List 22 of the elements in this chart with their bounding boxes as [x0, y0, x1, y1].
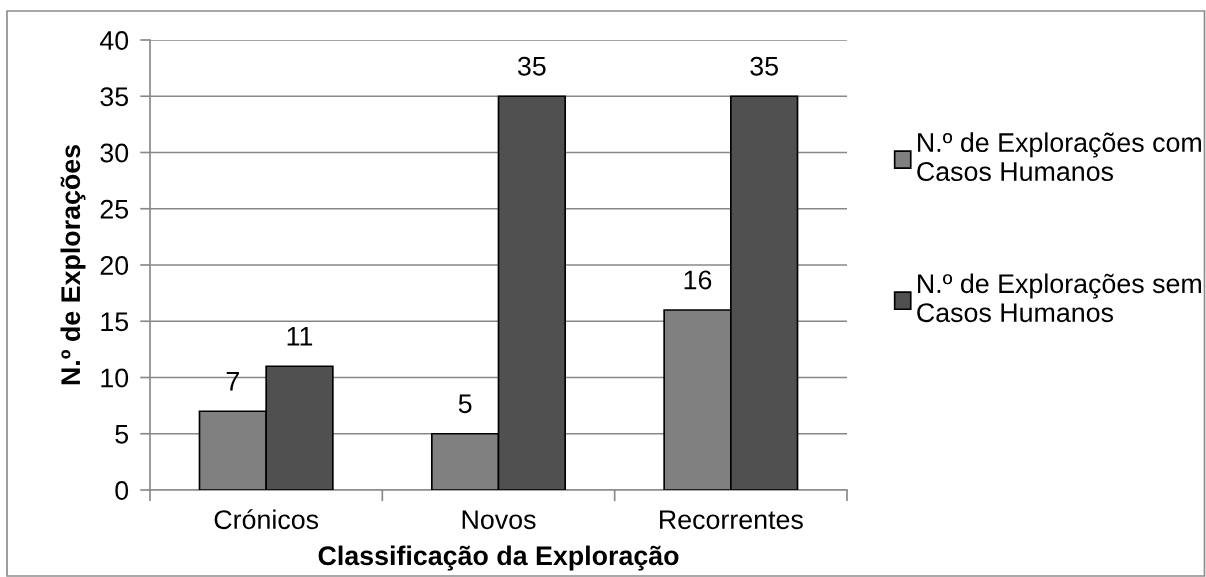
y-tick-label: 0: [115, 480, 129, 500]
data-label: 16: [684, 270, 712, 290]
data-label: 35: [750, 56, 778, 76]
data-label: 35: [517, 56, 546, 76]
x-axis-title: Classificação da Exploração: [318, 545, 679, 571]
x-tick-label: Novos: [462, 510, 536, 530]
data-label: 7: [226, 371, 239, 391]
y-tick-label: 5: [115, 425, 129, 444]
data-label: 11: [287, 326, 313, 346]
y-tick-label: 40: [99, 31, 129, 50]
y-tick-label: 35: [100, 87, 129, 107]
y-tick-label: 15: [101, 312, 129, 332]
y-tick-label: 30: [100, 143, 129, 163]
legend-label: N.º de Explorações sem Casos Humanos: [917, 273, 1201, 323]
x-tick-label: Recorrentes: [660, 510, 803, 530]
y-tick-label: 20: [100, 256, 129, 275]
x-tick-label: Crónicos: [214, 509, 319, 530]
y-axis-title: N.º de Explorações: [60, 145, 86, 385]
legend-label: N.º de Explorações com Casos Humanos: [917, 132, 1201, 182]
data-label: 5: [458, 394, 472, 414]
y-tick-label: 25: [100, 199, 129, 219]
y-tick-label: 10: [101, 368, 129, 388]
